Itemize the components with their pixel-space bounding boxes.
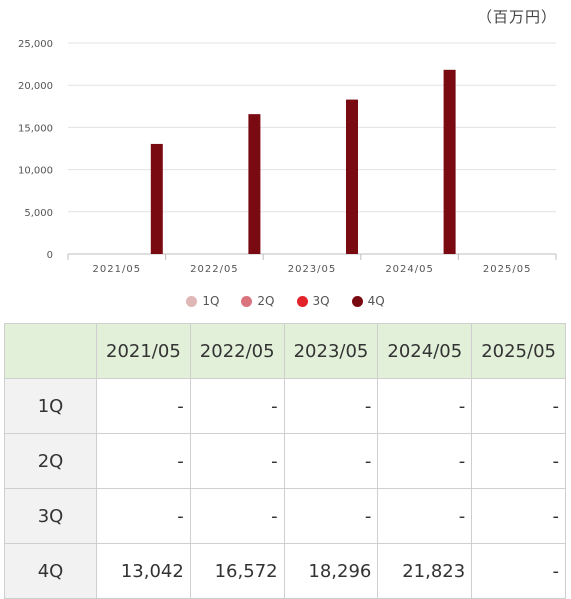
table-cell: 18,296 — [283, 543, 379, 599]
table-row: 1Q - - - - - — [4, 378, 566, 434]
table-cell: - — [283, 378, 379, 434]
table-cell: - — [471, 543, 566, 599]
bar-4q — [346, 99, 358, 254]
table-cell: - — [471, 378, 566, 434]
table-header-cell: 2023/05 — [283, 323, 379, 379]
legend-item-4q[interactable]: 4Q — [351, 294, 385, 308]
table-cell: - — [283, 433, 379, 489]
table-cell: - — [283, 488, 379, 544]
legend-dot-icon — [241, 295, 253, 307]
legend-dot-icon — [296, 295, 308, 307]
legend-label: 2Q — [257, 294, 275, 308]
legend-label: 1Q — [202, 294, 220, 308]
bar-4q — [248, 114, 261, 254]
table-cell: - — [189, 488, 285, 544]
unit-label: （百万円） — [476, 8, 557, 26]
table-cell: - — [189, 433, 285, 489]
data-table: 2021/05 2022/05 2023/05 2024/05 2025/05 … — [4, 323, 566, 599]
row-label: 4Q — [4, 543, 97, 599]
table-header-cell: 2021/05 — [96, 323, 191, 379]
table-row: 3Q - - - - - — [4, 488, 566, 544]
table-header-cell: 2024/05 — [377, 323, 473, 379]
bar-4q — [150, 143, 163, 254]
y-tick-label: 20,000 — [18, 81, 53, 92]
legend-label: 4Q — [367, 294, 385, 308]
table-cell: 21,823 — [377, 543, 473, 599]
y-tick-label: 25,000 — [18, 39, 53, 50]
table-cell: - — [377, 488, 473, 544]
legend-item-3q[interactable]: 3Q — [296, 294, 330, 308]
table-cell: - — [471, 433, 566, 489]
y-tick-label: 15,000 — [18, 123, 53, 134]
table-row: 2Q - - - - - — [4, 433, 566, 489]
x-tick-label: 2022/05 — [190, 264, 239, 275]
legend-dot-icon — [351, 295, 363, 307]
table-cell: - — [96, 378, 191, 434]
legend-label: 3Q — [312, 294, 330, 308]
table-cell: 13,042 — [96, 543, 191, 599]
table-cell: - — [189, 378, 285, 434]
table-cell: - — [471, 488, 566, 544]
table-cell: - — [377, 433, 473, 489]
chart-legend: 1Q 2Q 3Q 4Q — [0, 294, 571, 308]
table-header-cell — [4, 323, 97, 379]
row-label: 3Q — [4, 488, 97, 544]
x-tick-label: 2023/05 — [288, 264, 337, 275]
table-header-row: 2021/05 2022/05 2023/05 2024/05 2025/05 — [4, 323, 566, 379]
legend-dot-icon — [186, 295, 198, 307]
legend-item-1q[interactable]: 1Q — [186, 294, 219, 308]
x-tick-label: 2024/05 — [385, 264, 434, 275]
x-tick-label: 2021/05 — [93, 264, 142, 275]
table-row: 4Q 13,042 16,572 18,296 21,823 - — [4, 543, 566, 599]
x-tick-label: 2025/05 — [483, 264, 532, 275]
y-tick-label: 10,000 — [18, 166, 53, 177]
table-header-cell: 2025/05 — [471, 323, 566, 379]
y-tick-label: 5,000 — [24, 208, 53, 219]
legend-item-2q[interactable]: 2Q — [241, 294, 275, 308]
bar-chart: 0 5,000 10,000 15,000 20,000 25,000 2021/05 202… — [18, 39, 557, 275]
y-tick-label: 0 — [47, 250, 53, 261]
table-cell: 16,572 — [189, 543, 285, 599]
row-label: 1Q — [4, 378, 97, 434]
row-label: 2Q — [4, 433, 97, 489]
table-cell: - — [377, 378, 473, 434]
bar-4q — [443, 69, 456, 255]
table-header-cell: 2022/05 — [189, 323, 285, 379]
table-cell: - — [96, 433, 191, 489]
table-cell: - — [96, 488, 191, 544]
